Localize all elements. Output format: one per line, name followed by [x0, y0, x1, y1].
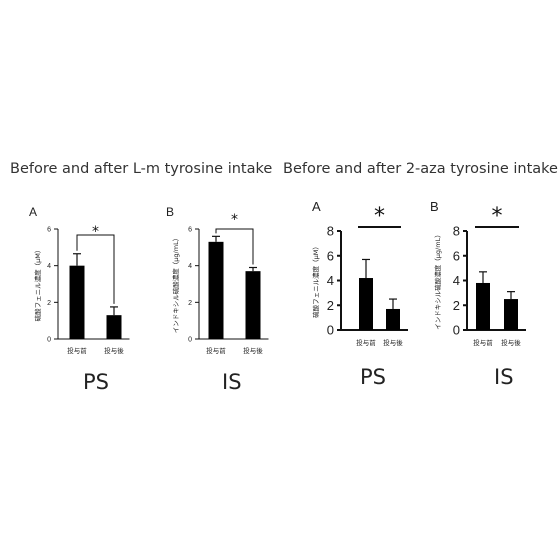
chart-2-bar-1	[245, 271, 261, 339]
chart-1-y-axis-label: 硫酸フェニル濃度（μM）	[33, 247, 42, 322]
heading-left: Before and after L-m tyrosine intake	[10, 161, 273, 177]
chart-4-y-tick-label-0: 0	[453, 323, 460, 338]
chart-4-y-tick-label-1: 2	[453, 298, 460, 313]
chart-3-y-axis-label: 硫酸フェニル濃度（μM）	[311, 243, 320, 318]
chart-4-y-tick-label-2: 4	[453, 273, 460, 288]
chart-2-bar-0	[208, 241, 224, 339]
chart-3-category-label-1: 投与後	[383, 338, 403, 347]
chart-name-label-2: IS	[222, 370, 242, 394]
chart-2-significance-star: *	[231, 212, 238, 228]
chart-1-y-tick-label-3: 6	[47, 226, 51, 233]
chart-name-label-1: PS	[83, 370, 109, 394]
chart-3-y-tick-label-2: 4	[327, 273, 334, 288]
chart-2-y-tick-label-3: 6	[188, 226, 192, 233]
chart-3-y-tick-label-0: 0	[327, 323, 334, 338]
chart-3-significance-star: *	[374, 204, 385, 229]
chart-4-y-axis-label: インドキシル硫酸濃度（μg/mL）	[433, 231, 442, 329]
chart-4-category-label-0: 投与前	[473, 338, 493, 347]
chart-4-bar-0	[476, 282, 490, 330]
chart-1-y-tick-label-1: 2	[47, 300, 51, 307]
chart-2-y-axis-label: インドキシル硫酸濃度（μg/mL）	[171, 235, 180, 333]
chart-2-panel-letter: B	[166, 205, 174, 219]
heading-right: Before and after 2-aza tyrosine intake	[283, 161, 558, 177]
chart-1-category-label-1: 投与後	[104, 346, 124, 355]
chart-3-y-tick-label-4: 8	[327, 224, 334, 239]
chart-3-category-label-0: 投与前	[356, 338, 376, 347]
chart-3-y-tick-label-1: 2	[327, 298, 334, 313]
chart-2-category-label-0: 投与前	[206, 346, 226, 355]
chart-4-significance-star: *	[492, 204, 503, 229]
chart-name-label-4: IS	[494, 365, 514, 389]
chart-3-bar-1	[386, 308, 400, 330]
chart-1-panel-letter: A	[29, 205, 37, 219]
chart-3-bar-0	[359, 278, 373, 330]
chart-4-panel-letter: B	[430, 199, 439, 214]
chart-2-y-tick-label-2: 4	[188, 263, 192, 270]
chart-1-significance-star: *	[92, 224, 99, 240]
chart-1-bar-0	[69, 265, 85, 339]
chart-4-y-tick-label-3: 6	[453, 248, 460, 263]
chart-1-y-tick-label-0: 0	[47, 336, 51, 343]
chart-3-y-tick-label-3: 6	[327, 248, 334, 263]
chart-2-y-tick-label-1: 2	[188, 300, 192, 307]
chart-4-y-tick-label-4: 8	[453, 224, 460, 239]
chart-1-bar-1	[106, 315, 122, 339]
chart-1-significance-bracket	[76, 234, 115, 304]
chart-2-significance-bracket	[215, 228, 254, 265]
chart-1-category-label-0: 投与前	[67, 346, 87, 355]
chart-4-category-label-1: 投与後	[501, 338, 521, 347]
chart-2-category-label-1: 投与後	[243, 346, 263, 355]
chart-1-y-tick-label-2: 4	[47, 263, 51, 270]
chart-2-y-tick-label-0: 0	[188, 336, 192, 343]
chart-4-bar-1	[504, 299, 518, 330]
chart-3-panel-letter: A	[312, 199, 321, 214]
chart-name-label-3: PS	[360, 365, 386, 389]
